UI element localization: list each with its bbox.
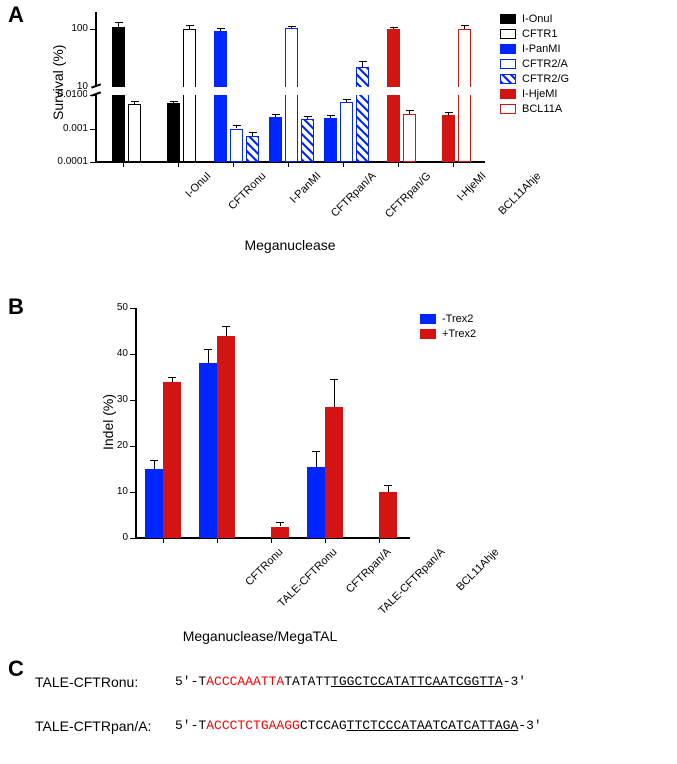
panel-b-chart: 01020304050CFTRonuTALE-CFTRonuCFTRpan/AT… — [135, 308, 410, 538]
legend-swatch — [500, 29, 516, 39]
legend-item: CFTR2/A — [500, 57, 569, 70]
bar — [145, 469, 163, 538]
legend-label: I-HjeMI — [522, 88, 557, 100]
tick-label: 0.0001 — [45, 156, 88, 167]
legend-label: BCL11A — [522, 103, 562, 115]
legend-item: I-PanMI — [500, 42, 569, 55]
panel-a-legend: I-OnuI CFTR1 I-PanMI CFTR2/A CFTR2/G I-HjeMI B… — [500, 12, 569, 117]
tick-label: 40 — [103, 348, 128, 359]
legend-item: CFTR1 — [500, 27, 569, 40]
bar — [269, 117, 282, 162]
bar — [285, 28, 298, 162]
legend-swatch — [420, 329, 436, 339]
bar — [442, 115, 455, 162]
panel-a-chart: 101000.00010.0010.0100I-OnuICFTRonuI-Pan… — [95, 12, 485, 162]
bar — [340, 102, 353, 162]
legend-swatch — [500, 44, 516, 54]
sequence-label: TALE-CFTRonu: — [35, 674, 175, 690]
bar — [387, 29, 400, 162]
sequence-row: TALE-CFTRpan/A:5'-TACCCTCTGAAGGCTCCAGTTC… — [35, 718, 542, 734]
panel-a-label: A — [8, 2, 24, 28]
bar — [325, 407, 343, 538]
legend-label: +Trex2 — [442, 328, 476, 340]
tick-label: 10 — [103, 486, 128, 497]
bar — [301, 119, 314, 162]
tick-label: 0.001 — [45, 123, 88, 134]
legend-label: I-OnuI — [522, 13, 553, 25]
bar — [163, 382, 181, 538]
bar — [271, 527, 289, 539]
legend-item: -Trex2 — [420, 312, 476, 325]
legend-item: I-OnuI — [500, 12, 569, 25]
bar — [379, 492, 397, 538]
panel-a-y-title: Survival (%) — [50, 45, 66, 120]
legend-label: CFTR2/G — [522, 73, 569, 85]
legend-item: CFTR2/G — [500, 72, 569, 85]
bar — [128, 104, 141, 162]
panel-c-label: C — [8, 656, 24, 682]
legend-label: CFTR2/A — [522, 58, 568, 70]
panel-a-x-title: Meganuclease — [95, 237, 485, 253]
sequence-row: TALE-CFTRonu:5'-TACCCAAATTATATATTTGGCTCC… — [35, 674, 526, 690]
bar — [214, 31, 227, 162]
legend-item: +Trex2 — [420, 327, 476, 340]
bar — [307, 467, 325, 538]
panel-b-y-title: Indel (%) — [100, 394, 116, 450]
sequence-text: 5'-TACCCTCTGAAGGCTCCAGTTCTCCCATAATCATCAT… — [175, 718, 542, 734]
tick-label: 100 — [55, 23, 88, 34]
bar — [199, 363, 217, 538]
panel-b-x-title: Meganuclease/MegaTAL — [100, 628, 420, 644]
bar — [458, 29, 471, 162]
legend-swatch — [420, 314, 436, 324]
legend-item: BCL11A — [500, 102, 569, 115]
legend-item: I-HjeMI — [500, 87, 569, 100]
bar — [403, 114, 416, 162]
legend-label: -Trex2 — [442, 313, 473, 325]
bar — [167, 103, 180, 162]
bar — [183, 29, 196, 162]
tick-label: 0 — [103, 532, 128, 543]
legend-swatch — [500, 74, 516, 84]
legend-swatch — [500, 14, 516, 24]
legend-label: I-PanMI — [522, 43, 561, 55]
legend-swatch — [500, 89, 516, 99]
panel-b-label: B — [8, 294, 24, 320]
bar — [230, 129, 243, 163]
panel-b-legend: -Trex2 +Trex2 — [420, 312, 476, 342]
legend-label: CFTR1 — [522, 28, 557, 40]
legend-swatch — [500, 59, 516, 69]
bar — [324, 118, 337, 162]
sequence-label: TALE-CFTRpan/A: — [35, 718, 175, 734]
bar — [356, 67, 369, 162]
sequence-text: 5'-TACCCAAATTATATATTTGGCTCCATATTCAATCGGT… — [175, 674, 526, 690]
tick-label: 50 — [103, 302, 128, 313]
bar — [246, 136, 259, 162]
bar — [217, 336, 235, 538]
legend-swatch — [500, 104, 516, 114]
x-category-label: BCL11Ahje — [478, 170, 543, 235]
